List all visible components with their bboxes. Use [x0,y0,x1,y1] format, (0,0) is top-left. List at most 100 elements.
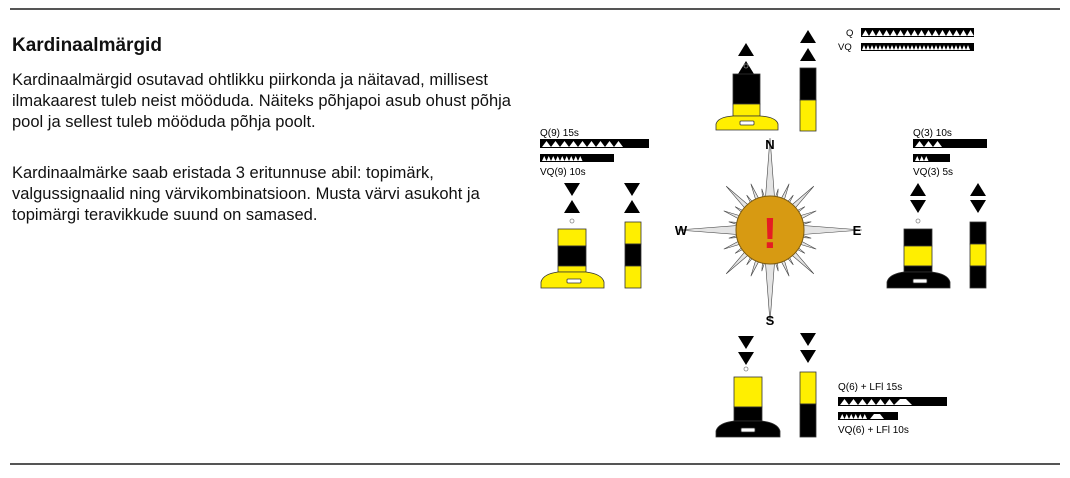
light-flash-mark [614,141,623,147]
light-flash-mark [915,156,920,161]
light-flash-mark [898,45,902,50]
east-buoy-group: Q(3) 10s VQ(3) 5s [886,128,987,289]
light-flash-mark [542,156,547,161]
light-flash-mark [569,141,578,147]
top-rule [10,8,1060,10]
light-flash-mark [886,45,890,50]
north-vq-signal-bar [861,43,974,51]
light-flash-mark [849,399,858,405]
light-flash-mark [551,156,556,161]
north-pillar-icon [799,67,817,132]
long-flash-mark [870,414,884,419]
long-flash-mark [894,399,912,405]
light-flash-mark [958,45,962,50]
light-flash-mark [932,30,939,36]
light-flash-mark [876,30,883,36]
light-flash-mark [950,45,954,50]
light-flash-mark [862,45,866,50]
light-flash-mark [906,45,910,50]
light-flash-mark [894,45,898,50]
light-flash-mark [922,45,926,50]
light-flash-mark [551,141,560,147]
south-q-signal-bar [838,397,947,406]
west-vq-label: VQ(9) 10s [540,167,586,178]
east-q-label: Q(3) 10s [913,128,952,139]
west-q-label: Q(9) 15s [540,128,579,139]
light-flash-mark [596,141,605,147]
west-topmark-side-icon [624,183,640,213]
south-vq-label: VQ(6) + LFl 10s [838,425,909,436]
west-topmark-icon [564,183,580,213]
paragraph-intro: Kardinaalmärgid osutavad ohtlikku piirko… [12,71,511,131]
light-flash-mark [919,156,924,161]
light-flash-mark [946,45,950,50]
light-flash-mark [858,414,863,419]
light-flash-mark [933,141,942,147]
south-buoy-group: Q(6) + LFl 15s VQ(6) + LFl 10s [715,333,947,438]
light-flash-mark [954,45,958,50]
light-flash-mark [925,30,932,36]
light-flash-mark [840,414,845,419]
light-flash-mark [878,45,882,50]
light-flash-mark [946,30,953,36]
light-flash-mark [578,141,587,147]
south-vq-signal-bar [838,412,898,420]
light-flash-mark [542,141,551,147]
page-title: Kardinaalmärgid [12,35,162,56]
west-pillar-icon [624,221,642,289]
light-flash-mark [883,30,890,36]
light-flash-mark [924,141,933,147]
west-light-icon [569,218,575,224]
light-flash-mark [858,399,867,405]
east-buoy-icon [886,228,951,289]
bottom-rule [10,463,1060,465]
south-light-icon [743,366,749,372]
light-flash-mark [867,399,876,405]
light-flash-mark [914,45,918,50]
south-topmark-side-icon [800,333,816,363]
light-flash-mark [849,414,854,419]
light-flash-mark [930,45,934,50]
north-buoy-group: Q VQ [715,28,974,132]
light-flash-mark [870,45,874,50]
east-vq-label: VQ(3) 5s [913,167,953,178]
light-flash-mark [844,414,849,419]
compass-rose: ! N S E W [675,137,863,328]
light-flash-mark [546,156,551,161]
light-flash-mark [938,45,942,50]
light-flash-mark [573,156,578,161]
light-flash-mark [934,45,938,50]
light-flash-mark [862,414,867,419]
compass-label-west: W [675,223,688,238]
light-flash-mark [962,45,966,50]
east-pillar-icon [969,221,987,289]
compass-label-south: S [766,313,775,328]
west-buoy-group: Q(9) 15s VQ(9) 10s [540,128,649,289]
south-topmark-icon [738,336,754,365]
light-flash-mark [918,30,925,36]
light-flash-mark [904,30,911,36]
light-flash-mark [890,30,897,36]
light-flash-mark [960,30,967,36]
north-light-icon [743,63,749,69]
north-vq-label: VQ [838,42,852,53]
east-topmark-side-icon [970,183,986,213]
light-flash-mark [869,30,876,36]
compass-label-north: N [765,137,774,152]
light-flash-mark [560,156,565,161]
light-flash-mark [578,156,583,161]
light-flash-mark [605,141,614,147]
light-flash-mark [915,141,924,147]
south-pillar-icon [799,371,817,438]
light-flash-mark [569,156,574,161]
light-flash-mark [564,156,569,161]
light-flash-mark [953,30,960,36]
east-q-signal-bar [913,139,987,148]
light-flash-mark [942,45,946,50]
north-buoy-icon [715,73,779,131]
west-buoy-icon [540,228,605,289]
light-flash-mark [939,30,946,36]
light-flash-mark [967,30,974,36]
east-light-icon [915,218,921,224]
light-flash-mark [555,156,560,161]
